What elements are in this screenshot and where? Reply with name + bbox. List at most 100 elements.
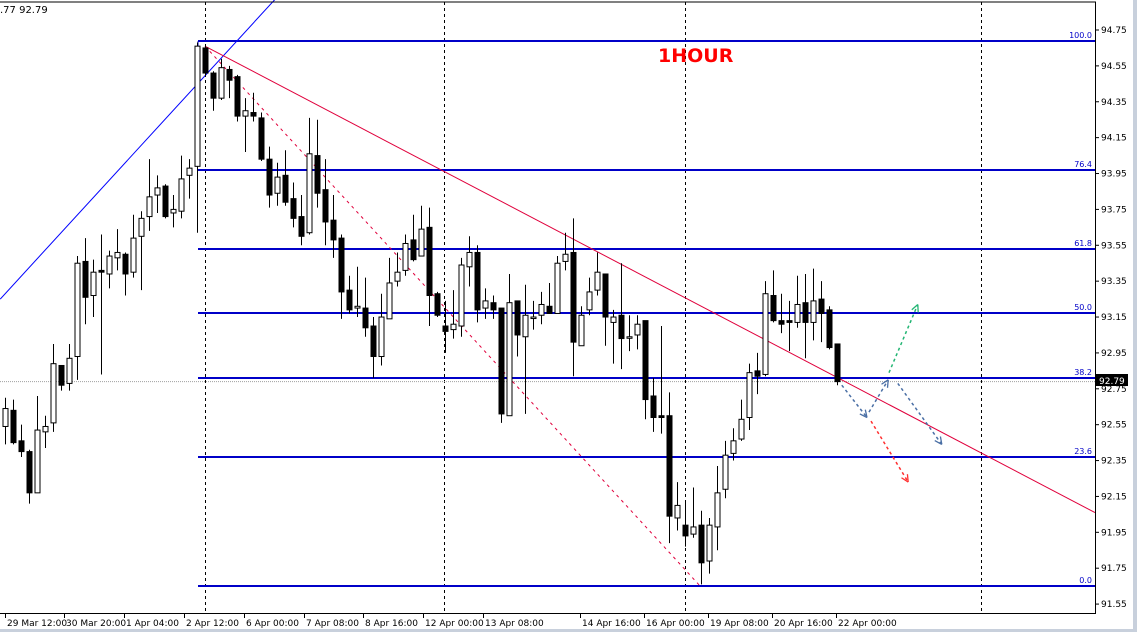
candle-body-bullish: [522, 314, 529, 338]
candle: [498, 307, 505, 423]
candle: [258, 112, 265, 161]
arrow-head: [939, 436, 943, 445]
candle: [450, 290, 457, 339]
candle-body-bullish: [418, 228, 425, 257]
candle: [330, 195, 337, 258]
candle: [482, 288, 489, 319]
price-tick-label: 93.95: [1101, 170, 1127, 180]
candle: [562, 232, 569, 271]
candle: [602, 273, 609, 346]
blue-solid-trendline[interactable]: [0, 0, 293, 300]
current-price-badge: [1096, 374, 1128, 386]
candle-body-bullish: [706, 524, 713, 562]
price-axis[interactable]: 94.75 94.55 94.35 94.15 93.95 93.75 93.55 93.35…: [1095, 26, 1127, 610]
time-tick-label: 7 Apr 08:00: [306, 619, 359, 629]
candle-body-bullish: [386, 282, 393, 320]
candle: [586, 277, 593, 316]
red-solid-trendline[interactable]: [204, 45, 1096, 514]
arrow-shaft: [841, 384, 868, 418]
blue-projection-arrow[interactable]: [841, 384, 868, 419]
candle: [578, 306, 585, 347]
candle-body-bullish: [178, 178, 185, 212]
candle-body-bearish: [602, 273, 609, 318]
candle-body-bearish: [338, 237, 345, 293]
candle: [146, 159, 153, 231]
candle-body-bearish: [778, 320, 785, 325]
price-tick-label: 91.75: [1101, 564, 1127, 574]
price-tick-label: 93.15: [1101, 313, 1127, 323]
candle-body-bearish: [834, 343, 841, 383]
candle: [74, 256, 81, 380]
candle-body-bullish: [402, 242, 409, 271]
candle: [194, 42, 201, 233]
candle: [682, 500, 689, 547]
candle: [58, 364, 65, 391]
candle: [82, 238, 89, 325]
candle-body-bullish: [90, 271, 97, 297]
candle: [322, 159, 329, 246]
candle-body-bearish: [410, 239, 417, 261]
candle: [618, 263, 625, 370]
time-tick-label: 12 Apr 00:00: [425, 619, 484, 629]
price-tick-label: 94.75: [1101, 26, 1127, 36]
red-projection-arrow[interactable]: [870, 420, 909, 483]
candle: [690, 487, 697, 538]
candle-body-bearish: [698, 524, 705, 564]
candle-body-bullish: [130, 237, 137, 273]
candle: [490, 295, 497, 319]
candle: [186, 159, 193, 199]
candle-body-bullish: [74, 262, 81, 358]
arrow-head: [934, 440, 943, 445]
candle: [402, 234, 409, 276]
candle-body-bearish: [98, 269, 105, 273]
candle: [786, 300, 793, 352]
candle: [122, 252, 129, 296]
candle: [410, 214, 417, 262]
candle-body-bearish: [474, 251, 481, 311]
price-tick-label: 92.75: [1101, 385, 1127, 395]
candle-body-bearish: [642, 320, 649, 401]
candle-body-bullish: [106, 255, 113, 275]
arrow-head: [859, 413, 868, 419]
blue-projection-arrow[interactable]: [897, 382, 943, 445]
candle-body-bullish: [138, 217, 145, 237]
time-tick-label: 30 Mar 20:00: [66, 619, 126, 629]
candle: [154, 175, 161, 213]
candle-body-bearish: [426, 226, 433, 297]
green-projection-arrow[interactable]: [888, 303, 919, 373]
candle-body-bearish: [442, 325, 449, 332]
price-tick-label: 94.15: [1101, 134, 1127, 144]
candle: [570, 218, 577, 377]
candle-body-bearish: [330, 219, 337, 241]
candle: [338, 234, 345, 319]
candle-body-bullish: [50, 363, 57, 424]
projection-arrows[interactable]: [841, 303, 943, 483]
candle-body-bullish: [34, 429, 41, 494]
candle: [714, 465, 721, 551]
arrow-head: [911, 303, 919, 311]
candle: [730, 428, 737, 461]
candle-body-bearish: [650, 395, 657, 419]
candle: [298, 195, 305, 246]
candle: [650, 378, 657, 432]
candle: [130, 214, 137, 278]
candle-body-bullish: [554, 262, 561, 314]
candle-body-bullish: [690, 526, 697, 535]
candle-body-bearish: [234, 76, 241, 117]
candle: [210, 71, 217, 111]
candle-body-bullish: [186, 167, 193, 176]
candle-body-bearish: [490, 302, 497, 311]
blue-projection-arrow[interactable]: [868, 379, 889, 413]
candle: [698, 510, 705, 585]
candle-body-bullish: [66, 357, 73, 384]
fib-level-label: 23.6: [1074, 447, 1092, 456]
fibonacci-retracement[interactable]: 100.0 76.4 61.8 50.0 38.2 23.6 0.0: [197, 31, 1095, 587]
red-dashed-trendline[interactable]: [204, 45, 701, 587]
trendlines[interactable]: [0, 0, 1096, 587]
fib-level-label: 38.2: [1074, 368, 1092, 377]
arrow-head: [881, 379, 889, 385]
candle-body-bearish: [498, 307, 505, 415]
